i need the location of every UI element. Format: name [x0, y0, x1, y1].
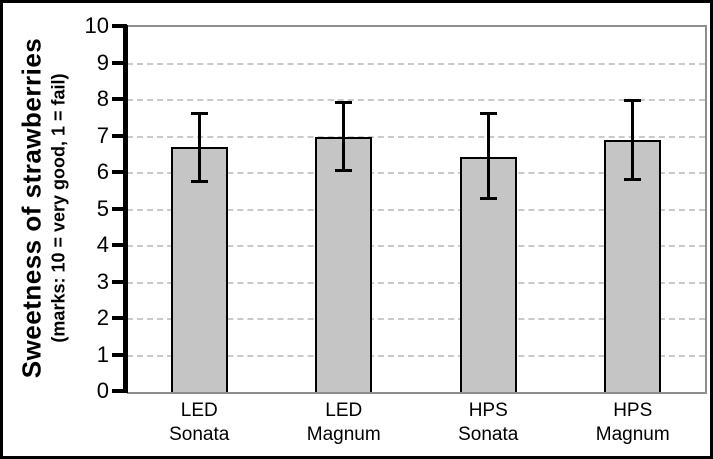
y-axis-tick [112, 206, 127, 211]
gridline [127, 172, 705, 174]
y-axis-tick [112, 243, 127, 247]
gridline [127, 281, 705, 284]
x-category-label-line: LED [180, 400, 218, 421]
y-axis-tick [112, 24, 127, 28]
error-bar-stem [342, 101, 346, 172]
error-bar-cap-top [190, 111, 208, 115]
y-tick-label: 6 [96, 159, 109, 184]
y-axis-tick [112, 316, 127, 320]
x-category-label-line: HPS [468, 400, 508, 421]
y-tick-label: 2 [96, 305, 109, 330]
y-axis-tick [112, 133, 127, 138]
error-bar-cap-bottom [479, 196, 497, 200]
error-bar-cap-bottom [190, 180, 208, 184]
error-bar-cap-bottom [624, 178, 642, 182]
y-axis-tick [112, 170, 127, 174]
y-axis-tick [112, 279, 127, 284]
y-axis-tick [112, 352, 127, 357]
x-category-label: HPS Magnum [561, 399, 705, 447]
y-tick-label: 3 [96, 268, 109, 294]
gridline [127, 354, 705, 357]
y-tick-label: 10 [84, 13, 109, 38]
error-bar-stem [197, 112, 201, 183]
bar [604, 140, 662, 392]
error-bar-stem [486, 112, 490, 199]
gridline [127, 135, 705, 138]
y-tick-label: 7 [96, 122, 109, 148]
gridline [127, 99, 705, 101]
x-category-label: LED Magnum [272, 399, 416, 447]
x-category-label-line: LED [325, 400, 363, 421]
error-bar-cap-top [479, 111, 497, 115]
x-category-label-line: Sonata [458, 424, 519, 445]
x-category-label-line: HPS [613, 400, 653, 421]
y-tick-label: 8 [96, 86, 109, 111]
y-tick-label: 9 [96, 49, 109, 75]
x-category-label: HPS Sonata [416, 399, 560, 447]
y-tick-label: 0 [96, 378, 109, 403]
gridline [127, 208, 705, 211]
x-category-label-line: Magnum [595, 424, 670, 445]
y-tick-label: 5 [96, 195, 109, 221]
plot-area [127, 25, 707, 394]
bar [315, 136, 373, 392]
error-bar-cap-top [624, 99, 642, 102]
y-tick-label: 4 [96, 232, 109, 257]
error-bar-stem [631, 100, 635, 181]
error-bar-cap-top [335, 100, 353, 104]
x-category-label: LED Sonata [127, 399, 271, 447]
gridline [127, 62, 705, 65]
gridline [127, 245, 705, 247]
bar [170, 147, 228, 392]
error-bar-cap-bottom [335, 169, 353, 173]
y-axis-tick [112, 389, 127, 393]
x-category-label-line: Magnum [306, 424, 381, 445]
y-tick-label: 1 [96, 341, 109, 367]
y-axis-tick [112, 60, 127, 65]
x-category-label-line: Sonata [169, 424, 230, 445]
gridline [127, 318, 705, 320]
y-axis-tick [112, 97, 127, 101]
